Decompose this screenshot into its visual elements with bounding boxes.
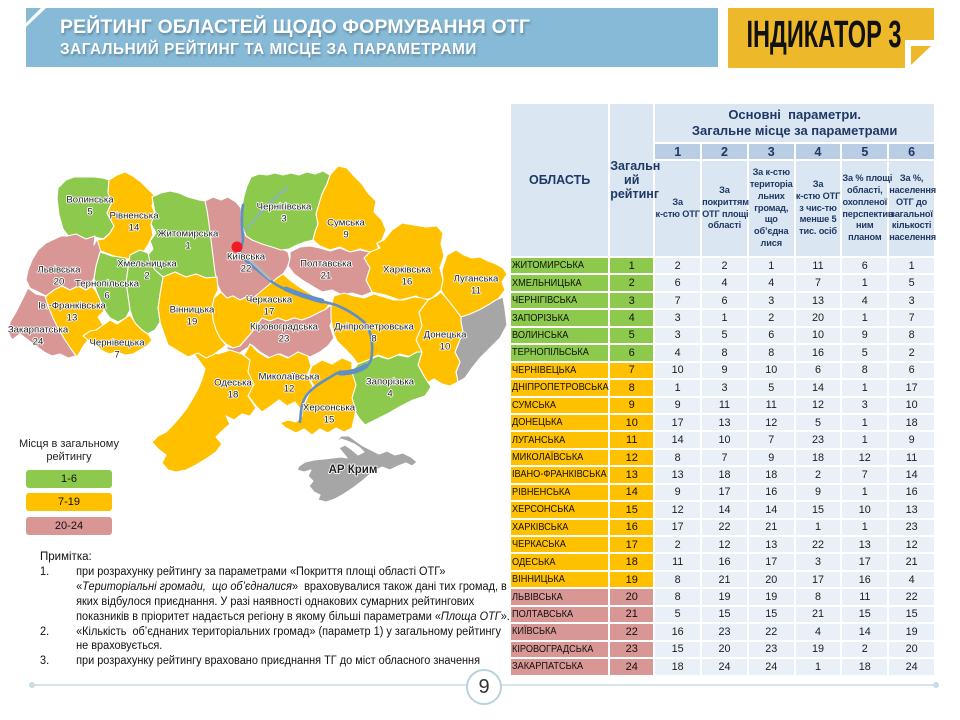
svg-text:11: 11: [471, 286, 481, 297]
svg-text:8: 8: [371, 334, 376, 345]
svg-text:Полтавська: Полтавська: [300, 259, 352, 270]
svg-text:Миколаївська: Миколаївська: [259, 372, 321, 383]
svg-text:Запорізька: Запорізька: [366, 377, 415, 388]
svg-text:Одеська: Одеська: [214, 378, 252, 389]
svg-text:6: 6: [104, 291, 109, 302]
svg-text:Харківська: Харківська: [383, 265, 432, 276]
svg-text:23: 23: [279, 334, 290, 345]
svg-text:4: 4: [387, 389, 393, 400]
svg-text:1: 1: [185, 241, 190, 252]
svg-text:Житомирська: Житомирська: [158, 229, 219, 240]
svg-text:Черкаська: Черкаська: [246, 295, 293, 306]
svg-text:14: 14: [129, 223, 140, 234]
svg-text:12: 12: [284, 384, 295, 395]
svg-text:5: 5: [87, 207, 92, 218]
svg-text:Закарпатська: Закарпатська: [8, 325, 69, 336]
svg-text:АР Крим: АР Крим: [329, 464, 378, 476]
svg-text:Дніпропетровська: Дніпропетровська: [334, 322, 414, 333]
svg-text:20: 20: [54, 277, 65, 288]
svg-text:Кіровоградська: Кіровоградська: [250, 322, 319, 333]
svg-text:Чернівецька: Чернівецька: [89, 338, 145, 349]
svg-text:24: 24: [33, 337, 44, 348]
svg-text:19: 19: [187, 317, 198, 328]
svg-text:Тернопільська: Тернопільська: [75, 279, 140, 290]
svg-text:3: 3: [281, 214, 286, 225]
svg-text:Херсонська: Херсонська: [303, 403, 356, 414]
svg-text:2: 2: [144, 271, 149, 282]
svg-text:18: 18: [228, 390, 239, 401]
svg-text:Сумська: Сумська: [327, 218, 365, 229]
svg-text:9: 9: [343, 230, 348, 241]
svg-text:Волинська: Волинська: [66, 195, 114, 206]
svg-text:Львівська: Львівська: [37, 265, 81, 276]
svg-text:Хмельницька: Хмельницька: [117, 259, 177, 270]
svg-text:Ів.-Франківська: Ів.-Франківська: [38, 301, 106, 312]
svg-text:Чернігівська: Чернігівська: [257, 202, 312, 213]
svg-text:22: 22: [241, 264, 252, 275]
svg-text:13: 13: [67, 313, 78, 324]
svg-text:Луганська: Луганська: [454, 274, 499, 285]
svg-text:15: 15: [324, 415, 335, 426]
svg-text:10: 10: [440, 342, 451, 353]
svg-text:21: 21: [321, 271, 332, 282]
svg-text:17: 17: [264, 307, 275, 318]
svg-text:Вінницька: Вінницька: [170, 305, 215, 316]
svg-text:Рівненська: Рівненська: [109, 211, 159, 222]
svg-text:Київська: Київська: [227, 252, 266, 263]
svg-text:Донецька: Донецька: [424, 330, 467, 341]
svg-text:7: 7: [114, 350, 119, 361]
svg-text:16: 16: [402, 277, 413, 288]
